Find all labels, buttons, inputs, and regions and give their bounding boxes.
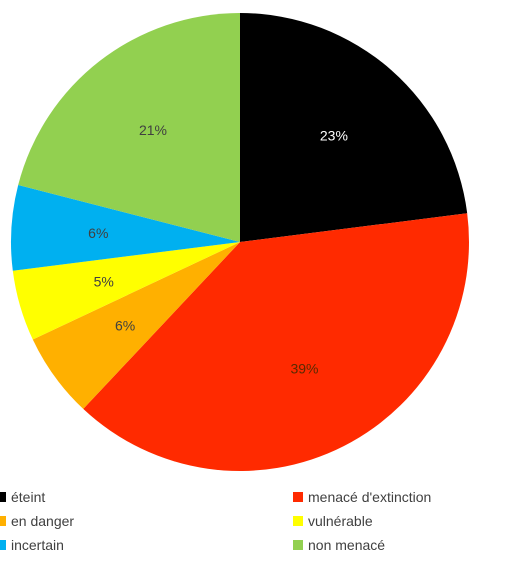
legend-label-en-danger: en danger bbox=[11, 513, 74, 529]
data-label-incertain: 6% bbox=[88, 225, 108, 241]
pie-slice-en-danger bbox=[32, 242, 240, 409]
pie-slice-non-menace bbox=[18, 12, 240, 242]
legend-swatch-eteint bbox=[0, 492, 6, 502]
data-label-menace-d-extinction: 39% bbox=[290, 361, 318, 377]
legend-swatch-en-danger bbox=[0, 516, 6, 526]
data-label-eteint: 23% bbox=[320, 128, 348, 144]
legend-swatch-non-menace bbox=[293, 540, 303, 550]
pie-slice-eteint bbox=[240, 13, 468, 242]
legend: éteint menacé d'extinction en danger vulnér… bbox=[0, 489, 431, 553]
legend-label-menace-d-extinction: menacé d'extinction bbox=[308, 489, 431, 505]
legend-swatch-incertain bbox=[0, 540, 6, 550]
pie-slice-incertain bbox=[11, 185, 240, 271]
pie-slice-vulnerable bbox=[12, 242, 241, 340]
legend-item-incertain: incertain bbox=[0, 537, 64, 553]
legend-label-incertain: incertain bbox=[11, 537, 64, 553]
legend-swatch-menace-d-extinction bbox=[293, 492, 303, 502]
legend-item-vulnerable: vulnérable bbox=[293, 513, 373, 529]
pie-slices bbox=[11, 12, 469, 471]
legend-item-eteint: éteint bbox=[0, 489, 45, 505]
legend-label-eteint: éteint bbox=[11, 489, 45, 505]
legend-label-non-menace: non menacé bbox=[308, 537, 385, 553]
data-label-en-danger: 6% bbox=[115, 318, 135, 334]
legend-item-en-danger: en danger bbox=[0, 513, 74, 529]
data-label-vulnerable: 5% bbox=[94, 274, 114, 290]
data-label-non-menace: 21% bbox=[139, 122, 167, 138]
legend-item-non-menace: non menacé bbox=[293, 537, 385, 553]
legend-swatch-vulnerable bbox=[293, 516, 303, 526]
legend-item-menace-d-extinction: menacé d'extinction bbox=[293, 489, 431, 505]
pie-slice-labels: 23% 39% 6% 5% 6% 21% bbox=[88, 122, 348, 377]
pie-slice-menace-d-extinction bbox=[83, 213, 469, 471]
legend-label-vulnerable: vulnérable bbox=[308, 513, 373, 529]
